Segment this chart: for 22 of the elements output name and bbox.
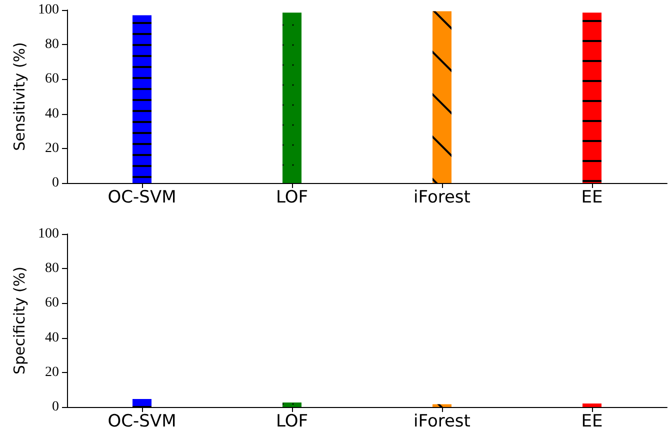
y-tick-label: 20 bbox=[45, 140, 59, 156]
y-tick-label: 60 bbox=[45, 296, 59, 311]
y-tick-label: 40 bbox=[45, 330, 59, 346]
y-tick-label: 100 bbox=[38, 2, 59, 18]
x-tick-label: LOF bbox=[276, 188, 308, 208]
y-tick-label: 80 bbox=[45, 261, 59, 276]
y-tick-label: 80 bbox=[45, 37, 59, 52]
y-axis-title: Sensitivity (%) bbox=[10, 42, 28, 151]
y-tick-label: 0 bbox=[52, 176, 59, 190]
x-tick-label: OC-SVM bbox=[108, 412, 176, 432]
y-tick-label: 100 bbox=[38, 226, 59, 242]
x-tick-label: iForest bbox=[414, 188, 471, 208]
x-tick-label: LOF bbox=[276, 412, 308, 432]
x-tick-label: EE bbox=[581, 412, 603, 432]
y-tick-label: 0 bbox=[52, 400, 59, 414]
x-tick-label: iForest bbox=[414, 412, 471, 432]
y-axis-title: Specificity (%) bbox=[10, 266, 28, 375]
x-tick-label: OC-SVM bbox=[108, 188, 176, 208]
y-tick-label: 20 bbox=[45, 364, 59, 380]
y-tick-label: 60 bbox=[45, 72, 59, 87]
x-tick-label: EE bbox=[581, 188, 603, 208]
y-tick-label: 40 bbox=[45, 106, 59, 122]
